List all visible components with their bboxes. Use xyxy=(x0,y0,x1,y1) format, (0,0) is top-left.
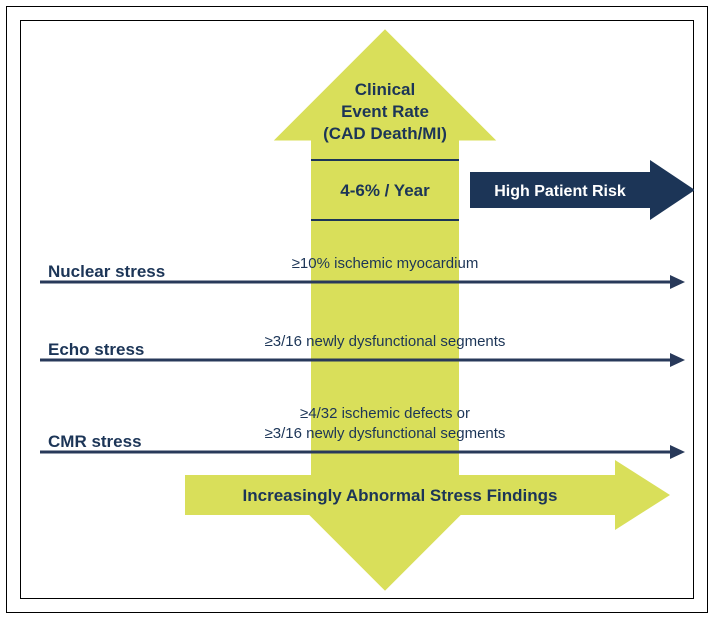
diagram-canvas: High Patient Risk Clinical Event Rate (C… xyxy=(20,20,694,599)
clinical-line1: Clinical xyxy=(355,80,415,99)
row3-arrowhead xyxy=(670,445,685,459)
diagram-svg: High Patient Risk Clinical Event Rate (C… xyxy=(20,20,694,599)
high-patient-risk-arrow: High Patient Risk xyxy=(470,160,694,220)
row3-above-2: ≥3/16 newly dysfunctional segments xyxy=(265,425,506,442)
row1-above: ≥10% ischemic myocardium xyxy=(292,255,479,272)
bottom-band-text: Increasingly Abnormal Stress Findings xyxy=(243,486,558,505)
mid-text: 4-6% / Year xyxy=(340,181,430,200)
clinical-line3: (CAD Death/MI) xyxy=(323,124,447,143)
row2-arrowhead xyxy=(670,353,685,367)
clinical-line2: Event Rate xyxy=(341,102,429,121)
row3-above-1: ≥4/32 ischemic defects or xyxy=(300,405,470,422)
row3-label: CMR stress xyxy=(48,432,142,451)
high-patient-risk-label: High Patient Risk xyxy=(494,183,626,200)
row2-above: ≥3/16 newly dysfunctional segments xyxy=(265,333,506,350)
row1-arrowhead xyxy=(670,275,685,289)
row1-label: Nuclear stress xyxy=(48,262,165,281)
row2-label: Echo stress xyxy=(48,340,144,359)
row-cmr: ≥4/32 ischemic defects or ≥3/16 newly dy… xyxy=(40,405,685,459)
